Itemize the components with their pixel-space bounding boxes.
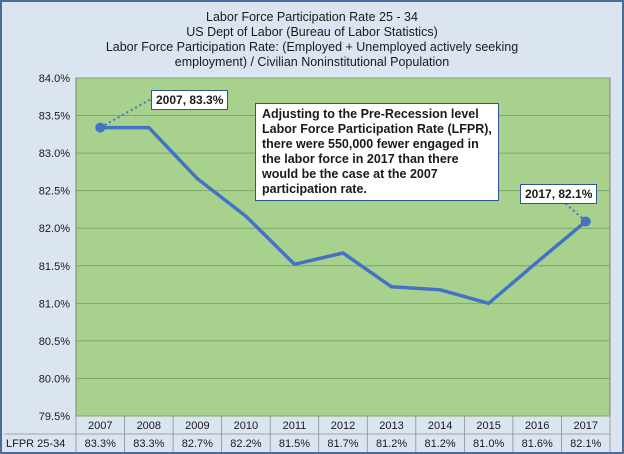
x-axis: 2007 2008 2009 2010 2011 2012 2013 2014 2015 2016… <box>88 420 598 432</box>
chart-title-line-1: Labor Force Participation Rate 25 - 34 <box>206 10 418 24</box>
x-tick-label: 2013 <box>379 420 403 432</box>
chart-title-line-3: Labor Force Participation Rate: (Employe… <box>105 40 519 54</box>
y-axis: 84.0% 83.5% 83.0% 82.5% 82.0% 81.5% 81.0% 80.5%… <box>39 73 70 423</box>
x-tick-label: 2010 <box>234 420 258 432</box>
y-tick-label: 81.5% <box>39 261 70 273</box>
table-cell: 81.6% <box>522 438 553 450</box>
table-cell: 81.2% <box>376 438 407 450</box>
x-tick-label: 2015 <box>476 420 500 432</box>
table-cell: 82.2% <box>230 438 261 450</box>
y-tick-label: 83.5% <box>39 111 70 123</box>
y-tick-label: 79.5% <box>39 411 70 423</box>
table-cell: 82.7% <box>182 438 213 450</box>
table-cell: 81.7% <box>327 438 358 450</box>
y-tick-label: 82.5% <box>39 186 70 198</box>
table-cell: 83.3% <box>133 438 164 450</box>
gridlines <box>4 77 611 452</box>
x-tick-label: 2011 <box>283 420 307 432</box>
x-tick-label: 2016 <box>525 420 549 432</box>
x-tick-label: 2014 <box>428 420 452 432</box>
annotation-note: Adjusting to the Pre-Recession level Lab… <box>255 103 499 201</box>
data-table-row: LFPR 25-34 83.3% 83.3% 82.7% 82.2% 81.5% 81.7%… <box>6 438 602 450</box>
callout-end-label: 2017, 82.1% <box>520 184 598 204</box>
series-line <box>100 125 587 306</box>
x-tick-label: 2012 <box>331 420 355 432</box>
chart-title-line-4: employment) / Civilian Noninstitutional … <box>174 55 450 69</box>
callout-start-label: 2007, 83.3% <box>151 90 229 110</box>
table-cell: 82.1% <box>570 438 601 450</box>
table-cell: 81.2% <box>424 438 455 450</box>
y-tick-label: 81.0% <box>39 298 70 310</box>
table-cell: 83.3% <box>85 438 116 450</box>
y-tick-label: 83.0% <box>39 148 70 160</box>
table-cell: 81.0% <box>473 438 504 450</box>
y-tick-label: 80.0% <box>39 373 70 385</box>
x-tick-label: 2008 <box>137 420 161 432</box>
chart-title-line-2: US Dept of Labor (Bureau of Labor Statis… <box>186 25 438 39</box>
y-tick-label: 80.5% <box>39 336 70 348</box>
y-tick-label: 82.0% <box>39 223 70 235</box>
table-cell: 81.5% <box>279 438 310 450</box>
y-tick-label: 84.0% <box>39 73 70 85</box>
x-tick-label: 2017 <box>573 420 597 432</box>
table-row-label: LFPR 25-34 <box>6 438 65 450</box>
x-tick-label: 2007 <box>88 420 112 432</box>
x-tick-label: 2009 <box>185 420 209 432</box>
